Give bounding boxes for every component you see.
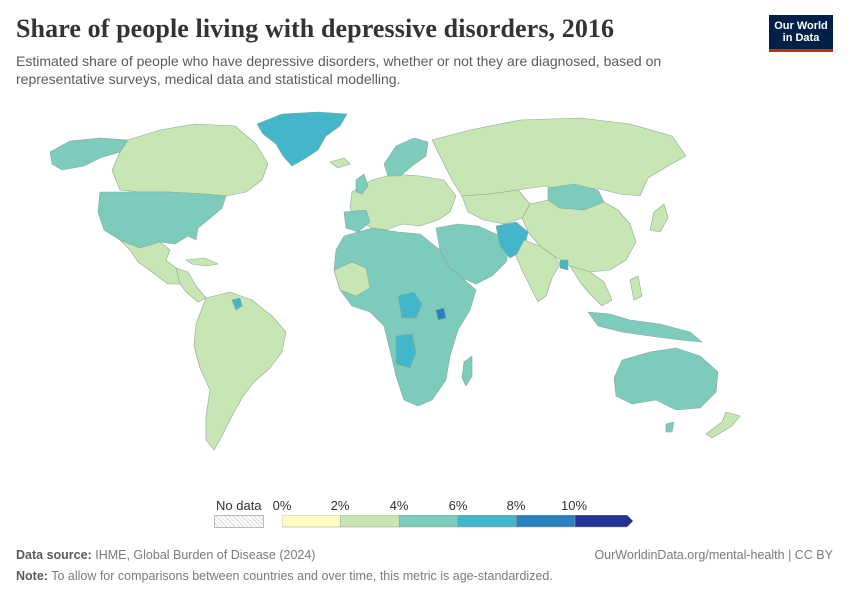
legend-tick-2: 2% <box>330 498 350 513</box>
logo-line-2: in Data <box>782 32 820 44</box>
legend-bin-0-2[interactable] <box>282 515 341 528</box>
data-source-label: Data source: <box>16 548 92 562</box>
region-indonesia[interactable] <box>587 311 703 343</box>
source-url-link[interactable]: OurWorldinData.org/mental-health | CC BY <box>594 548 833 562</box>
region-philippines[interactable] <box>629 275 643 301</box>
region-usa[interactable] <box>97 191 227 249</box>
region-uganda[interactable] <box>435 307 447 321</box>
legend-tick-6: 6% <box>448 498 468 513</box>
legend-no-data-swatch[interactable] <box>214 515 264 528</box>
chart-subtitle: Estimated share of people who have depre… <box>16 53 662 87</box>
region-australia[interactable] <box>613 347 719 411</box>
data-source-text: IHME, Global Burden of Disease (2024) <box>95 548 316 562</box>
legend-no-data-label: No data <box>216 498 262 513</box>
region-madagascar[interactable] <box>461 355 473 387</box>
legend-bin-4-6[interactable] <box>398 515 459 528</box>
legend-color-bar <box>282 515 634 528</box>
region-japan[interactable] <box>649 203 669 233</box>
legend-bin-6-8[interactable] <box>457 515 517 528</box>
legend-bin-2-4[interactable] <box>340 515 400 528</box>
region-canada[interactable] <box>111 123 269 197</box>
region-southeast-asia[interactable] <box>569 265 613 307</box>
owid-logo[interactable]: Our World in Data <box>769 15 833 52</box>
region-russia[interactable] <box>431 117 687 197</box>
legend-bin-8-10[interactable] <box>516 515 576 528</box>
region-india[interactable] <box>515 239 561 303</box>
region-central-america[interactable] <box>175 267 207 303</box>
world-map <box>49 111 741 451</box>
footnote: Note: To allow for comparisons between c… <box>16 569 553 583</box>
region-new-zealand[interactable] <box>705 411 741 439</box>
region-guyana[interactable] <box>231 297 243 311</box>
region-iceland[interactable] <box>329 157 351 169</box>
map-legend: No data 0% 2% 4% 6% 8% 10% <box>214 498 644 532</box>
region-china[interactable] <box>521 199 637 273</box>
region-central-asia[interactable] <box>461 189 531 225</box>
legend-tick-0: 0% <box>272 498 292 513</box>
region-greenland[interactable] <box>256 111 348 167</box>
region-tasmania[interactable] <box>665 421 675 433</box>
note-text: To allow for comparisons between countri… <box>51 569 553 583</box>
legend-tick-10: 10% <box>560 498 588 513</box>
legend-bin-10-plus[interactable] <box>574 515 634 528</box>
region-angola[interactable] <box>395 333 417 369</box>
note-label: Note: <box>16 569 48 583</box>
region-west-africa[interactable] <box>333 261 371 297</box>
chart-title: Share of people living with depressive d… <box>16 14 615 43</box>
region-south-america[interactable] <box>193 291 287 451</box>
data-source: Data source: IHME, Global Burden of Dise… <box>16 548 315 562</box>
logo-line-1: Our World <box>774 20 828 32</box>
region-mexico[interactable] <box>119 239 183 285</box>
legend-tick-4: 4% <box>389 498 409 513</box>
region-central-africa[interactable] <box>397 291 423 319</box>
legend-tick-8: 8% <box>506 498 526 513</box>
region-caribbean[interactable] <box>185 257 219 267</box>
region-bangladesh[interactable] <box>559 259 569 271</box>
region-iberia[interactable] <box>343 209 371 233</box>
region-uk[interactable] <box>355 173 369 195</box>
region-alaska[interactable] <box>49 137 129 171</box>
region-scandinavia[interactable] <box>383 137 429 177</box>
